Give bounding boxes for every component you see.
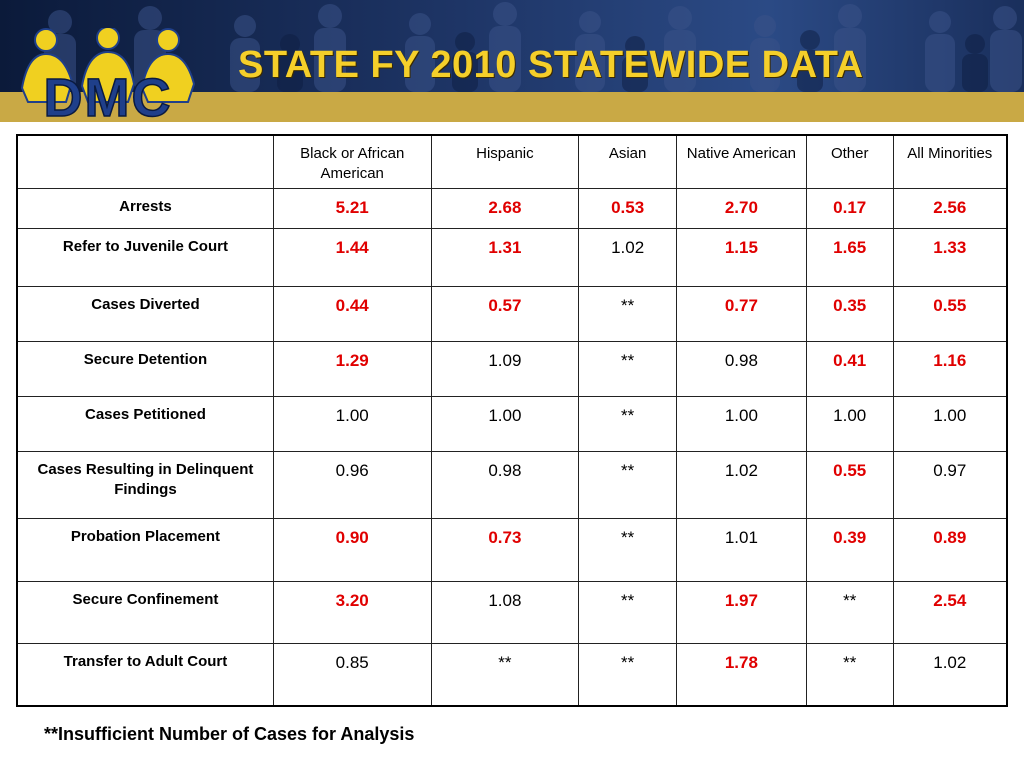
column-header bbox=[16, 134, 274, 189]
table-row: Cases Diverted 0.44 0.57 ** 0.77 0.35 0.55 bbox=[16, 286, 1008, 342]
table-row: Secure Detention 1.29 1.09 ** 0.98 0.41 1.16 bbox=[16, 341, 1008, 397]
table-cell: 1.02 bbox=[676, 451, 807, 519]
table-cell: 1.31 bbox=[430, 228, 580, 287]
table-cell: ** bbox=[578, 396, 678, 452]
table-row: Secure Confinement 3.20 1.08 ** 1.97 ** 2.54 bbox=[16, 581, 1008, 644]
table-cell: 0.98 bbox=[430, 451, 580, 519]
crowd-silhouette-background bbox=[44, 2, 1022, 92]
table-cell: 0.55 bbox=[805, 451, 894, 519]
data-table: Black or African American Hispanic Asian… bbox=[16, 134, 1008, 707]
table-row: Arrests 5.21 2.68 0.53 2.70 0.17 2.56 bbox=[16, 188, 1008, 229]
table-cell: 3.20 bbox=[272, 581, 432, 644]
column-header: Other bbox=[805, 134, 894, 189]
table-cell: 1.00 bbox=[272, 396, 432, 452]
logo-text: DMC bbox=[44, 68, 173, 122]
column-header: All Minorities bbox=[892, 134, 1008, 189]
table-body: Arrests 5.21 2.68 0.53 2.70 0.17 2.56 Refer to … bbox=[16, 188, 1008, 706]
table-row: Refer to Juvenile Court 1.44 1.31 1.02 1.15 1… bbox=[16, 228, 1008, 287]
row-label: Arrests bbox=[16, 188, 274, 229]
table-cell: 1.02 bbox=[578, 228, 678, 287]
table-cell: 0.39 bbox=[805, 518, 894, 582]
table-cell: 1.00 bbox=[805, 396, 894, 452]
table-cell: 0.96 bbox=[272, 451, 432, 519]
table-cell: ** bbox=[578, 643, 678, 706]
table-cell: 0.17 bbox=[805, 188, 894, 229]
table-cell: 0.97 bbox=[892, 451, 1008, 519]
table-cell: ** bbox=[805, 581, 894, 644]
table-cell: 0.55 bbox=[892, 286, 1008, 342]
table-cell: 1.16 bbox=[892, 341, 1008, 397]
table-cell: 1.65 bbox=[805, 228, 894, 287]
column-header: Black or African American bbox=[272, 134, 432, 189]
table-cell: 2.56 bbox=[892, 188, 1008, 229]
table-cell: ** bbox=[578, 341, 678, 397]
table-cell: 1.33 bbox=[892, 228, 1008, 287]
dmc-logo: DMC bbox=[20, 28, 196, 122]
table-cell: ** bbox=[578, 451, 678, 519]
table-cell: 1.78 bbox=[676, 643, 807, 706]
table-cell: 0.73 bbox=[430, 518, 580, 582]
row-label: Refer to Juvenile Court bbox=[16, 228, 274, 287]
table-cell: 2.54 bbox=[892, 581, 1008, 644]
table-cell: 1.02 bbox=[892, 643, 1008, 706]
row-label: Cases Diverted bbox=[16, 286, 274, 342]
row-label: Transfer to Adult Court bbox=[16, 643, 274, 706]
row-label: Secure Confinement bbox=[16, 581, 274, 644]
table-cell: ** bbox=[578, 581, 678, 644]
row-label: Secure Detention bbox=[16, 341, 274, 397]
table-cell: ** bbox=[578, 518, 678, 582]
table-cell: 0.77 bbox=[676, 286, 807, 342]
table-cell: 1.00 bbox=[676, 396, 807, 452]
table-cell: 0.44 bbox=[272, 286, 432, 342]
table-cell: 1.15 bbox=[676, 228, 807, 287]
table-cell: 2.70 bbox=[676, 188, 807, 229]
table-row: Transfer to Adult Court 0.85 ** ** 1.78 ** 1.0… bbox=[16, 643, 1008, 706]
table-cell: 5.21 bbox=[272, 188, 432, 229]
row-label: Cases Petitioned bbox=[16, 396, 274, 452]
table-cell: 0.89 bbox=[892, 518, 1008, 582]
table-header-row: Black or African American Hispanic Asian… bbox=[16, 134, 1008, 189]
column-header: Hispanic bbox=[430, 134, 580, 189]
table-row: Cases Petitioned 1.00 1.00 ** 1.00 1.00 1.00 bbox=[16, 396, 1008, 452]
table-cell: ** bbox=[430, 643, 580, 706]
table-cell: 0.35 bbox=[805, 286, 894, 342]
table-cell: 0.98 bbox=[676, 341, 807, 397]
footnote: **Insufficient Number of Cases for Analy… bbox=[44, 724, 415, 744]
table-cell: 0.85 bbox=[272, 643, 432, 706]
row-label: Cases Resulting in Delinquent Findings bbox=[16, 451, 274, 519]
table-cell: 2.68 bbox=[430, 188, 580, 229]
table-cell: 1.08 bbox=[430, 581, 580, 644]
column-header: Native American bbox=[676, 134, 807, 189]
table-cell: ** bbox=[578, 286, 678, 342]
table-cell: 0.90 bbox=[272, 518, 432, 582]
table-cell: 1.29 bbox=[272, 341, 432, 397]
table-row: Probation Placement 0.90 0.73 ** 1.01 0.39 0.8… bbox=[16, 518, 1008, 582]
table-cell: 1.00 bbox=[430, 396, 580, 452]
table-cell: 1.44 bbox=[272, 228, 432, 287]
table-cell: 0.53 bbox=[578, 188, 678, 229]
table-cell: 1.97 bbox=[676, 581, 807, 644]
page-title: STATE FY 2010 STATEWIDE DATA bbox=[238, 44, 864, 86]
table-cell: 1.00 bbox=[892, 396, 1008, 452]
slide-header: DMC STATE FY 2010 STATEWIDE DATA bbox=[0, 0, 1024, 122]
table-cell: 1.01 bbox=[676, 518, 807, 582]
row-label: Probation Placement bbox=[16, 518, 274, 582]
table-cell: 1.09 bbox=[430, 341, 580, 397]
table-cell: 0.57 bbox=[430, 286, 580, 342]
table-row: Cases Resulting in Delinquent Findings 0.… bbox=[16, 451, 1008, 519]
column-header: Asian bbox=[578, 134, 678, 189]
table-cell: 0.41 bbox=[805, 341, 894, 397]
data-table-container: Black or African American Hispanic Asian… bbox=[16, 134, 1008, 707]
table-cell: ** bbox=[805, 643, 894, 706]
